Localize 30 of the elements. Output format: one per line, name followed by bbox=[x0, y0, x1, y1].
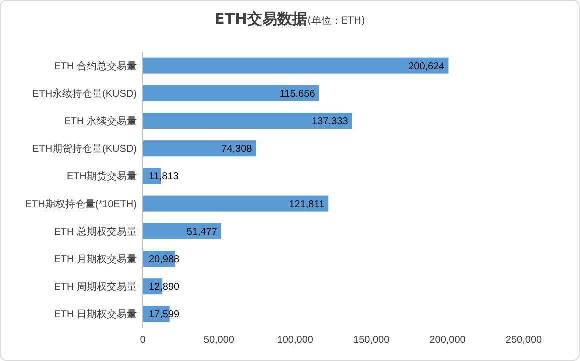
chart-subtitle: (单位：ETH) bbox=[308, 15, 366, 27]
y-tick-label: ETH期货持仓量(KUSD) bbox=[32, 143, 137, 156]
x-tick-label: 250,000 bbox=[506, 335, 543, 346]
y-tick-label: ETH期货交易量 bbox=[67, 170, 137, 183]
bar bbox=[143, 112, 352, 130]
data-label: 121,811 bbox=[289, 199, 326, 210]
x-tick-label: 50,000 bbox=[204, 335, 235, 346]
data-label: 137,333 bbox=[312, 116, 349, 128]
y-tick-label: ETH 月期权交易量 bbox=[54, 254, 137, 266]
y-tick-label: ETH 总期权交易量 bbox=[54, 226, 137, 238]
x-tick-label: 150,000 bbox=[354, 335, 390, 346]
bar bbox=[143, 140, 256, 157]
y-tick-label: ETH期权持仓量(*10ETH) bbox=[25, 198, 137, 210]
data-label: 51,477 bbox=[186, 226, 218, 238]
data-label: 200,624 bbox=[408, 61, 446, 72]
y-tick-label: ETH 周期权交易量 bbox=[54, 281, 137, 294]
chart-title: ETH交易数据 bbox=[214, 10, 308, 28]
x-tick-label: 100,000 bbox=[277, 335, 314, 346]
bar bbox=[143, 85, 320, 102]
data-label: 115,656 bbox=[280, 88, 316, 100]
bar bbox=[143, 58, 449, 74]
x-tick-label: 0 bbox=[140, 335, 146, 346]
bar bbox=[143, 223, 222, 240]
y-tick-label: ETH 日期权交易量 bbox=[54, 308, 137, 321]
y-tick-label: ETH永续持仓量(KUSD) bbox=[32, 88, 137, 100]
bar bbox=[143, 196, 329, 212]
x-tick-label: 200,000 bbox=[430, 335, 466, 346]
y-tick-label: ETH 合约总交易量 bbox=[54, 60, 137, 72]
y-tick-label: ETH 永续交易量 bbox=[64, 116, 137, 128]
data-label: 74,308 bbox=[222, 144, 253, 156]
